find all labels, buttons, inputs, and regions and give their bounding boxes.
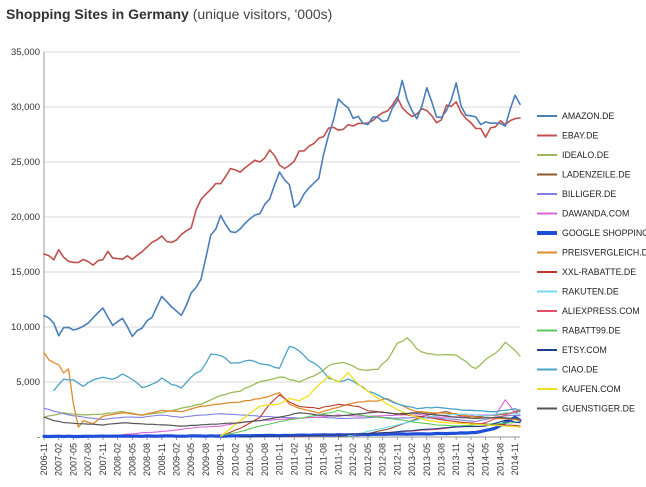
series-line-ciao-de [53, 345, 521, 413]
series-line-etsy-com [239, 419, 521, 438]
legend-label: LADENZEILE.DE [562, 170, 631, 180]
legend-label: KAUFEN.COM [562, 384, 621, 394]
legend-label: PREISVERGLEICH.DE [562, 248, 646, 258]
legend-label: GOOGLE SHOPPING [562, 228, 646, 238]
x-tick-label: 2014-11 [510, 443, 520, 475]
x-tick-label: 2011-02 [289, 443, 299, 475]
series-line-rakuten-de [347, 412, 521, 437]
x-tick-label: 2014-05 [481, 443, 491, 476]
legend-label: CIAO.DE [562, 365, 598, 375]
y-tick-label: 35,000 [11, 47, 40, 58]
y-tick-label: 25,000 [11, 157, 40, 168]
x-tick-label: 2008-02 [113, 443, 123, 476]
legend-label: AMAZON.DE [562, 111, 614, 121]
legend-label: DAWANDA.COM [562, 209, 629, 219]
legend-label: RABATT99.DE [562, 326, 621, 336]
x-tick-label: 2007-11 [98, 443, 108, 475]
x-tick-label: 2007-08 [83, 443, 93, 476]
x-tick-label: 2008-05 [127, 443, 137, 476]
legend-label: BILLIGER.DE [562, 189, 616, 199]
x-tick-label: 2013-08 [436, 443, 446, 476]
x-tick-label: 2012-11 [392, 443, 402, 475]
x-tick-label: 2014-08 [495, 443, 505, 476]
legend-label: GUENSTIGER.DE [562, 404, 635, 414]
x-tick-label: 2014-02 [466, 443, 476, 476]
legend-label: XXL-RABATTE.DE [562, 267, 636, 277]
chart-title: Shopping Sites in Germany [6, 6, 189, 22]
y-tick-label: - [37, 432, 40, 443]
x-tick-label: 2006-11 [39, 443, 49, 475]
x-tick-label: 2011-11 [333, 443, 343, 475]
legend-label: ALIEXPRESS.COM [562, 306, 640, 316]
series-line-amazon-de [43, 79, 521, 338]
x-tick-label: 2012-02 [348, 443, 358, 476]
series-line-google-shopping [42, 415, 522, 439]
legend-label: RAKUTEN.DE [562, 287, 619, 297]
x-tick-label: 2010-02 [230, 443, 240, 476]
series-line-xxl-rabatte-de [220, 394, 521, 437]
x-tick-label: 2008-08 [142, 443, 152, 476]
x-tick-label: 2011-05 [304, 443, 314, 475]
series-line-guenstiger-de [43, 411, 521, 427]
x-tick-label: 2011-08 [319, 443, 329, 475]
x-tick-label: 2012-08 [378, 443, 388, 476]
series-lines [42, 79, 522, 439]
x-tick-label: 2007-05 [68, 443, 78, 476]
series-line-dawanda-com [92, 399, 521, 437]
legend-label: ETSY.COM [562, 345, 607, 355]
y-tick-label: 20,000 [11, 212, 40, 223]
x-tick-label: 2013-02 [407, 443, 417, 476]
x-tick-label: 2009-05 [186, 443, 196, 476]
x-tick-label: 2009-02 [171, 443, 181, 476]
y-tick-label: 5,000 [16, 377, 40, 388]
chart-subtitle: (unique visitors, '000s) [192, 6, 333, 22]
y-tick-label: 15,000 [11, 267, 40, 278]
chart-title-block: Shopping Sites in Germany (unique visito… [6, 6, 332, 22]
x-tick-label: 2007-02 [54, 443, 64, 476]
x-tick-label: 2009-11 [216, 443, 226, 475]
series-line-preisvergleich-de [43, 351, 521, 428]
x-tick-label: 2010-11 [275, 443, 285, 475]
x-tick-label: 2013-05 [422, 443, 432, 476]
series-line-rabatt99-de [220, 409, 521, 437]
x-tick-label: 2012-05 [363, 443, 373, 476]
grid-lines [44, 51, 520, 438]
series-line-idealo-de [43, 337, 521, 418]
x-tick-label: 2010-08 [260, 443, 270, 476]
series-line-kaufen-com [220, 371, 521, 437]
legend: AMAZON.DE EBAY.DE IDEALO.DE LADENZEILE.DE BI… [537, 111, 646, 414]
legend-label: EBAY.DE [562, 131, 598, 141]
x-tick-label: 2010-05 [245, 443, 255, 476]
x-tick-label: 2009-08 [201, 443, 211, 476]
x-axis: 2006-11 2007-02 2007-05 2007-08 2007-11 2008-… [39, 437, 520, 476]
y-tick-label: 30,000 [11, 102, 40, 113]
legend-label: IDEALO.DE [562, 150, 609, 160]
series-line-ebay-de [43, 96, 521, 266]
series-line-billiger-de [43, 407, 521, 423]
x-tick-label: 2013-11 [451, 443, 461, 475]
x-tick-label: 2008-11 [157, 443, 167, 475]
y-tick-label: 10,000 [11, 322, 40, 333]
y-axis: - 5,000 10,000 15,000 20,000 25,000 30,000 35,0… [11, 47, 45, 443]
